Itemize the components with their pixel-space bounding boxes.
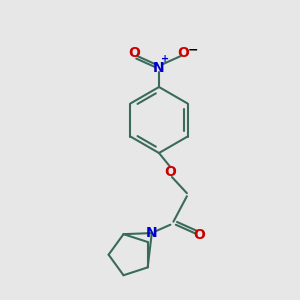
Text: O: O <box>128 46 140 60</box>
Text: −: − <box>188 44 199 57</box>
Text: +: + <box>161 54 169 64</box>
Text: N: N <box>146 226 158 240</box>
Text: O: O <box>178 46 190 60</box>
Text: N: N <box>153 61 165 74</box>
Text: O: O <box>164 165 176 178</box>
Text: O: O <box>193 228 205 242</box>
